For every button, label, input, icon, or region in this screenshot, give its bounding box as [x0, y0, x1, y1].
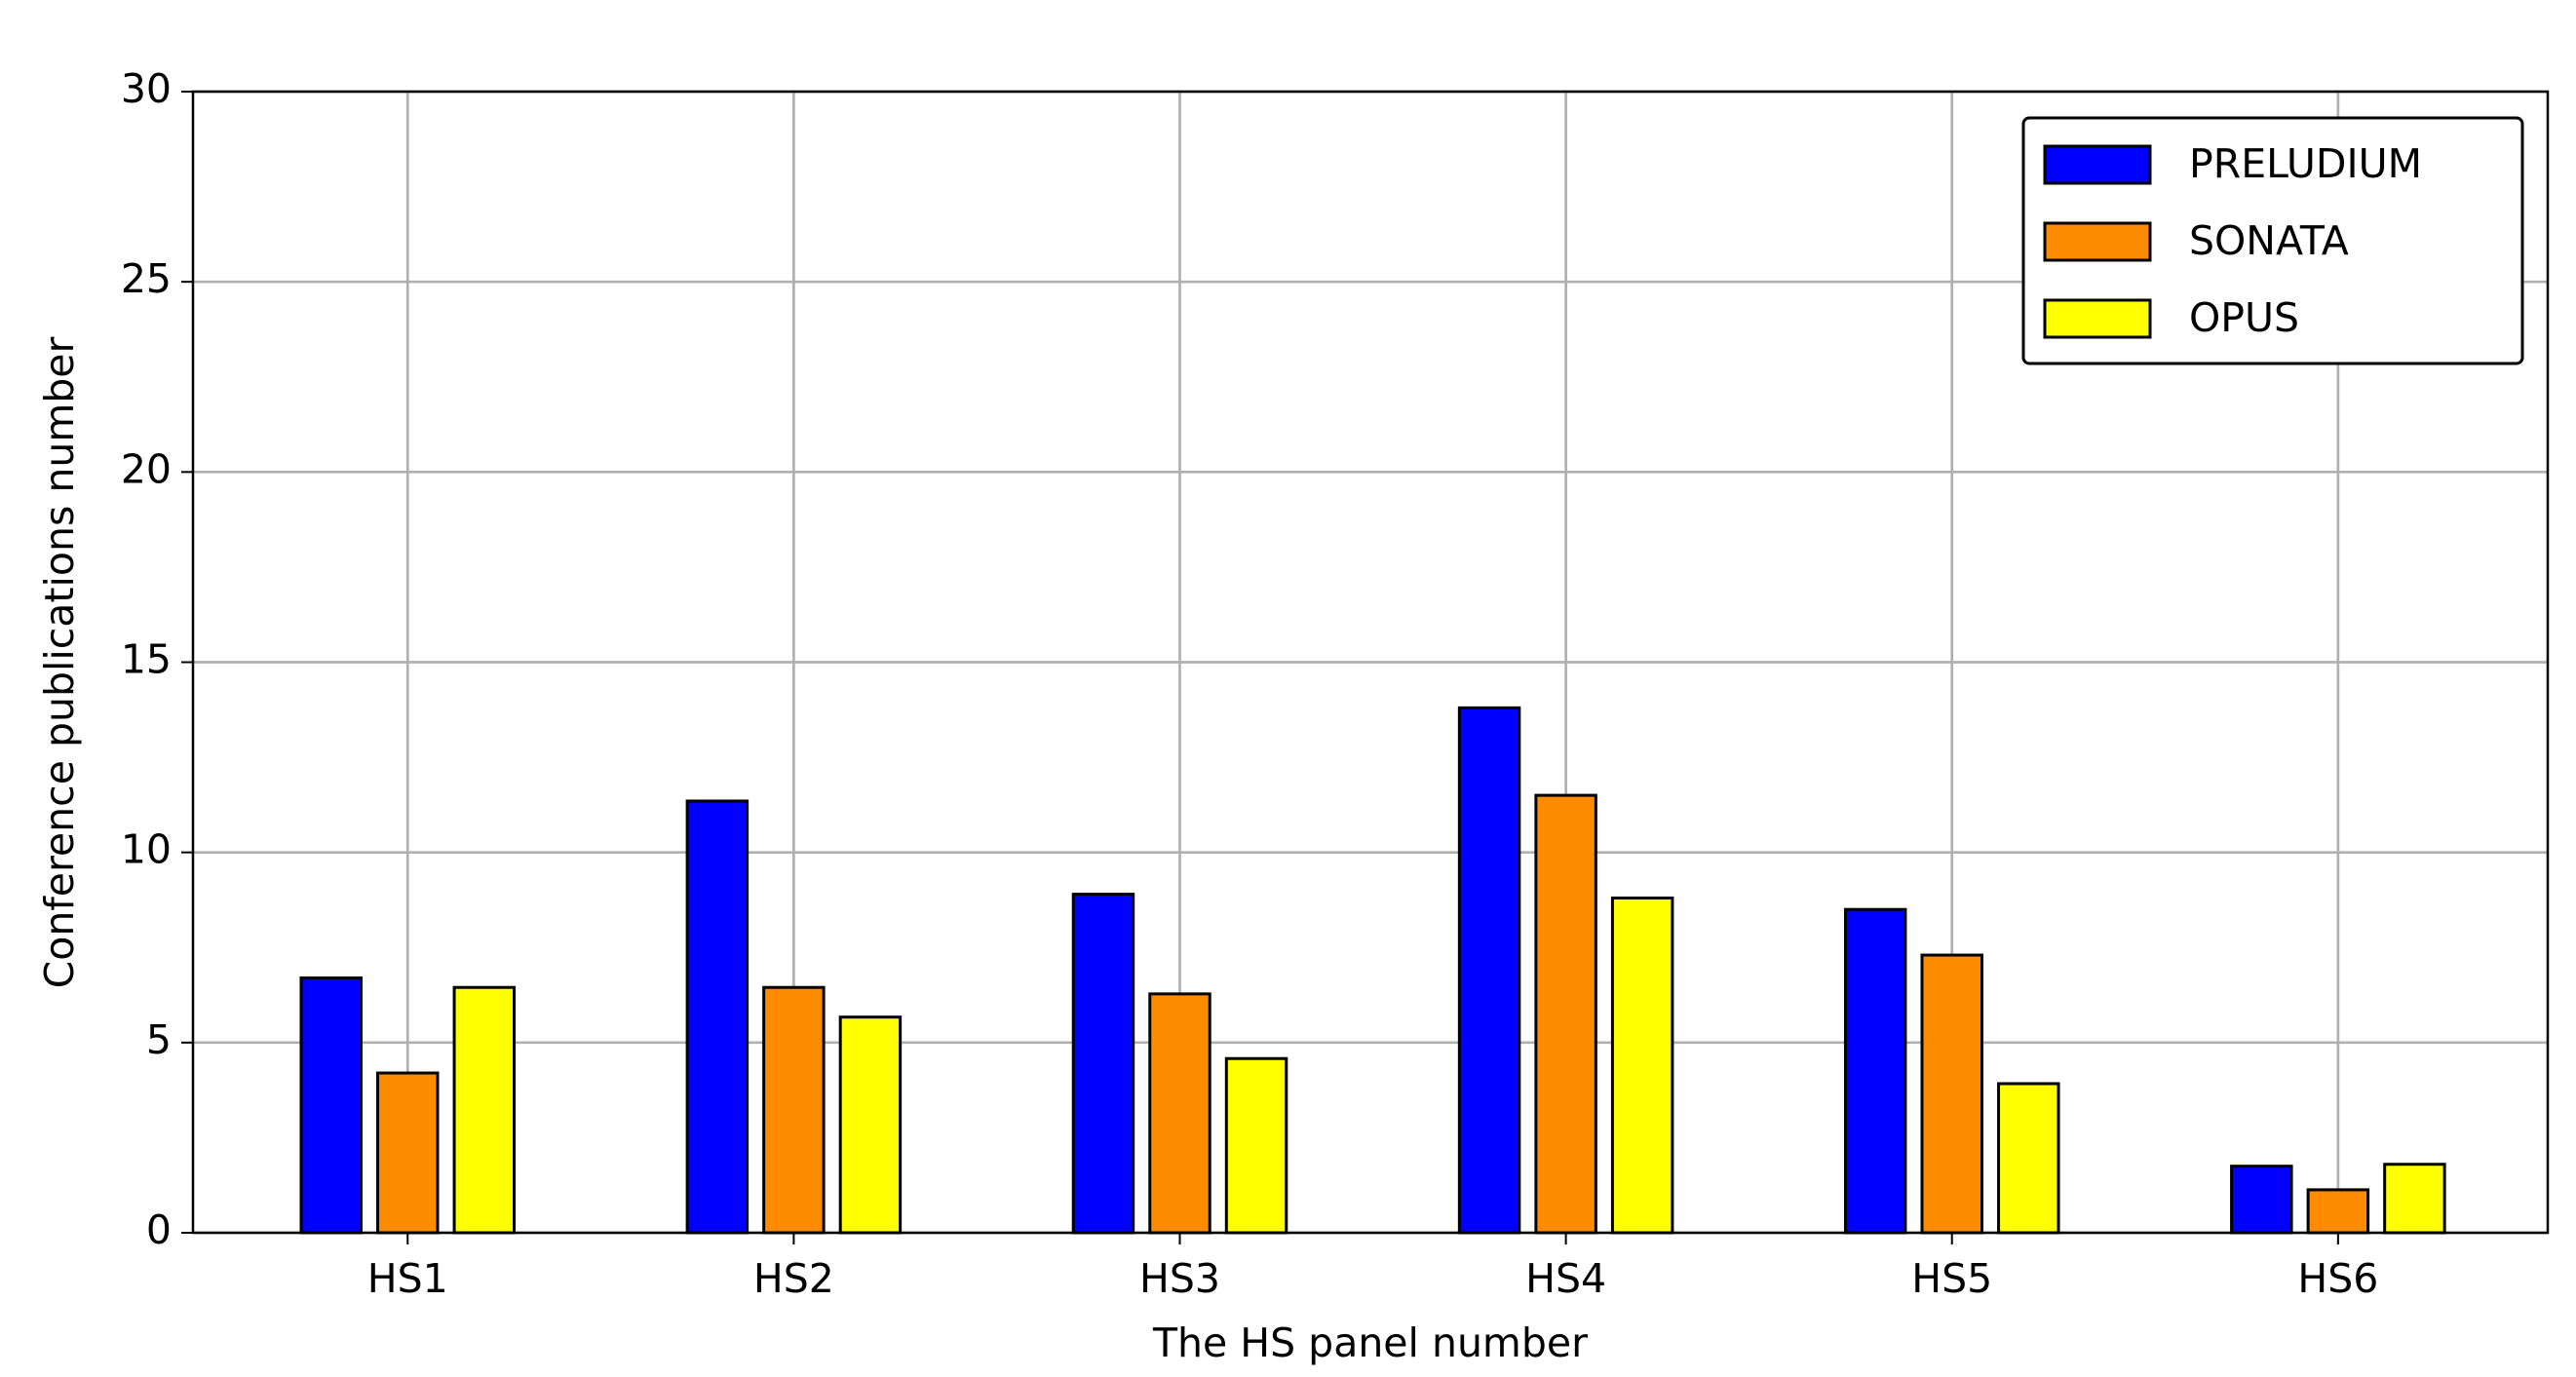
bar [452, 985, 517, 1235]
legend-label: PRELUDIUM [2189, 140, 2422, 187]
bar [376, 1071, 440, 1235]
y-tick-label: 15 [121, 636, 172, 683]
legend-label: SONATA [2189, 217, 2349, 264]
bar [1997, 1082, 2060, 1235]
bar [1457, 706, 1521, 1235]
x-tick-label: HS3 [1139, 1255, 1220, 1302]
bar [762, 985, 826, 1235]
legend-swatch [2043, 221, 2152, 262]
y-tick-label: 5 [146, 1016, 172, 1063]
bar [1224, 1056, 1288, 1235]
x-tick-label: HS6 [2297, 1255, 2378, 1302]
x-axis-label: The HS panel number [1152, 1320, 1588, 1366]
bar [1610, 897, 1674, 1235]
bar [2383, 1163, 2446, 1235]
legend-swatch [2043, 298, 2152, 339]
y-axis-label: Conference publications number [36, 336, 83, 988]
bar [1843, 907, 1907, 1235]
bar [1534, 793, 1597, 1235]
bar [299, 975, 363, 1235]
x-tick-label: HS4 [1525, 1255, 1606, 1302]
legend-swatch [2043, 144, 2152, 185]
bar [2230, 1165, 2293, 1235]
y-tick-label: 0 [146, 1206, 172, 1253]
plot-frame [191, 90, 2550, 1235]
legend-label: OPUS [2189, 294, 2299, 341]
bar [685, 799, 750, 1235]
bar [1920, 953, 1983, 1235]
x-tick-label: HS5 [1911, 1255, 1992, 1302]
y-tick-label: 30 [121, 65, 172, 112]
x-tick-label: HS2 [753, 1255, 834, 1302]
bar [838, 1015, 903, 1235]
x-tick-label: HS1 [367, 1255, 448, 1302]
bar [1071, 893, 1135, 1235]
bar [2306, 1188, 2370, 1235]
bar [1148, 992, 1211, 1235]
y-tick-label: 25 [121, 255, 172, 302]
y-tick-label: 20 [121, 445, 172, 492]
y-tick-label: 10 [121, 826, 172, 873]
